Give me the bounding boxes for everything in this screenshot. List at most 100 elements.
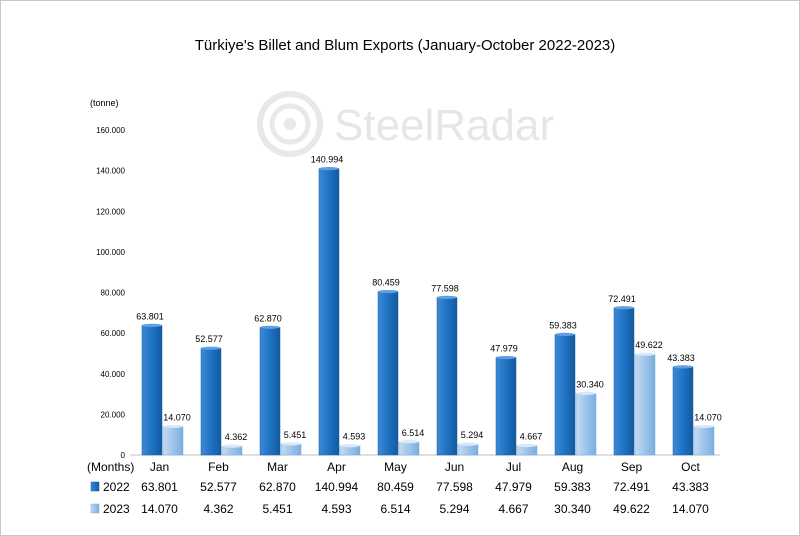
watermark: SteelRadar [257, 91, 554, 157]
data-labels: 63.801 14.070 52.577 4.362 62.870 5.451 140.99… [136, 155, 722, 443]
table-value-2022-sep: 72.491 [613, 480, 650, 494]
y-tick-label: 100.000 [96, 248, 125, 257]
bar-cap-2023-mar [281, 442, 301, 446]
bar-cap-2022-aug [555, 332, 575, 336]
y-axis-ticks: 0 20.000 40.000 60.000 80.000 100.000 120.000 1… [96, 126, 125, 460]
table-value-2022-feb: 52.577 [200, 480, 237, 494]
bar-cap-2022-jun [437, 295, 457, 299]
category-label-sep: Sep [621, 460, 643, 474]
legend-swatch-2023 [90, 503, 100, 514]
data-label-2023-sep: 49.622 [635, 340, 663, 350]
data-label-2022-sep: 72.491 [608, 294, 636, 304]
bar-cap-2022-jan [142, 323, 162, 328]
bar-2022-oct [672, 366, 694, 456]
bar-cap-2023-jun [458, 442, 478, 446]
bar-cap-2023-feb [222, 444, 242, 448]
table-value-2022-mar: 62.870 [259, 480, 296, 494]
bar-2022-feb [200, 347, 222, 456]
data-label-2023-oct: 14.070 [694, 412, 722, 422]
bar-cap-2023-apr [340, 444, 360, 448]
table-value-2022-aug: 59.383 [554, 480, 591, 494]
data-label-2023-mar: 5.451 [284, 430, 307, 440]
bar-cap-2022-may [378, 289, 398, 294]
data-label-2022-aug: 59.383 [549, 320, 577, 330]
bar-cap-2022-feb [201, 346, 221, 350]
bar-2023-sep [634, 353, 656, 456]
bar-2023-oct [693, 426, 715, 456]
bar-cap-2023-sep [635, 352, 655, 356]
y-tick-label: 80.000 [101, 289, 126, 298]
table-value-2023-jan: 14.070 [141, 502, 178, 516]
data-label-2022-jan: 63.801 [136, 311, 164, 321]
bar-2022-mar [259, 327, 281, 456]
y-tick-label: 20.000 [101, 410, 126, 419]
data-label-2023-may: 6.514 [402, 428, 425, 438]
bar-2023-jun [457, 443, 479, 456]
y-tick-label: 160.000 [96, 126, 125, 135]
category-label-feb: Feb [208, 460, 229, 474]
data-label-2022-oct: 43.383 [667, 353, 695, 363]
bar-2023-aug [575, 393, 597, 456]
table-value-2023-jul: 4.667 [498, 502, 528, 516]
bars [141, 167, 715, 456]
table-value-2022-may: 80.459 [377, 480, 414, 494]
bar-2023-mar [280, 443, 302, 456]
watermark-logo-icon [257, 91, 323, 157]
bar-cap-2022-jul [496, 355, 516, 360]
data-label-2022-mar: 62.870 [254, 313, 282, 323]
table-value-2022-jun: 77.598 [436, 480, 473, 494]
bar-cap-2023-may [399, 440, 419, 444]
y-axis-unit: (tonne) [90, 98, 119, 108]
bar-cap-2023-aug [576, 391, 596, 395]
category-label-mar: Mar [267, 460, 288, 474]
table-value-2022-jan: 63.801 [141, 480, 178, 494]
y-tick-label: 60.000 [101, 329, 126, 338]
legend-label-2023: 2023 [103, 502, 130, 516]
legend-label-2022: 2022 [103, 480, 130, 494]
table-value-2022-jul: 47.979 [495, 480, 532, 494]
category-label-jun: Jun [445, 460, 464, 474]
bar-cap-2023-jul [517, 443, 537, 448]
data-label-2023-jul: 4.667 [520, 432, 543, 442]
y-tick-label: 120.000 [96, 207, 125, 216]
bar-2022-jul [495, 357, 517, 456]
data-label-2023-feb: 4.362 [225, 432, 248, 442]
x-axis-label: (Months) [87, 460, 134, 474]
y-tick-label: 0 [121, 451, 126, 460]
bar-cap-2023-jan [163, 424, 183, 429]
table-value-2023-apr: 4.593 [321, 502, 351, 516]
data-label-2022-may: 80.459 [372, 278, 400, 288]
bar-cap-2022-mar [260, 325, 280, 329]
category-label-jul: Jul [506, 460, 521, 474]
table-value-2023-oct: 14.070 [672, 502, 709, 516]
table-value-2022-oct: 43.383 [672, 480, 709, 494]
data-label-2022-feb: 52.577 [195, 334, 223, 344]
data-label-2023-jan: 14.070 [163, 412, 191, 422]
bar-2022-may [377, 291, 399, 456]
bar-cap-2022-sep [614, 306, 634, 310]
bar-2022-sep [613, 307, 635, 456]
category-label-may: May [384, 460, 407, 474]
bar-2023-may [398, 441, 420, 456]
watermark-text: SteelRadar [334, 101, 554, 150]
data-label-2023-apr: 4.593 [343, 432, 366, 442]
category-label-jan: Jan [150, 460, 169, 474]
table-value-2023-aug: 30.340 [554, 502, 591, 516]
data-label-2022-apr: 140.994 [311, 155, 344, 165]
bar-2022-apr [318, 168, 340, 456]
data-label-2022-jun: 77.598 [431, 283, 459, 293]
bar-cap-2023-oct [694, 424, 714, 429]
bar-2022-aug [554, 334, 576, 456]
table-value-2023-may: 6.514 [380, 502, 410, 516]
legend-swatch-2022 [90, 481, 100, 492]
table-value-2022-apr: 140.994 [315, 480, 359, 494]
bar-2023-jan [162, 426, 184, 456]
bar-cap-2022-oct [673, 365, 693, 369]
bar-cap-2022-apr [319, 167, 339, 171]
data-label-2023-aug: 30.340 [576, 379, 604, 389]
table-value-2023-sep: 49.622 [613, 502, 650, 516]
category-label-aug: Aug [562, 460, 583, 474]
legend-data-table: 63.801 14.070 52.577 4.362 62.870 5.451 140.99… [90, 480, 709, 516]
data-label-2023-jun: 5.294 [461, 430, 484, 440]
